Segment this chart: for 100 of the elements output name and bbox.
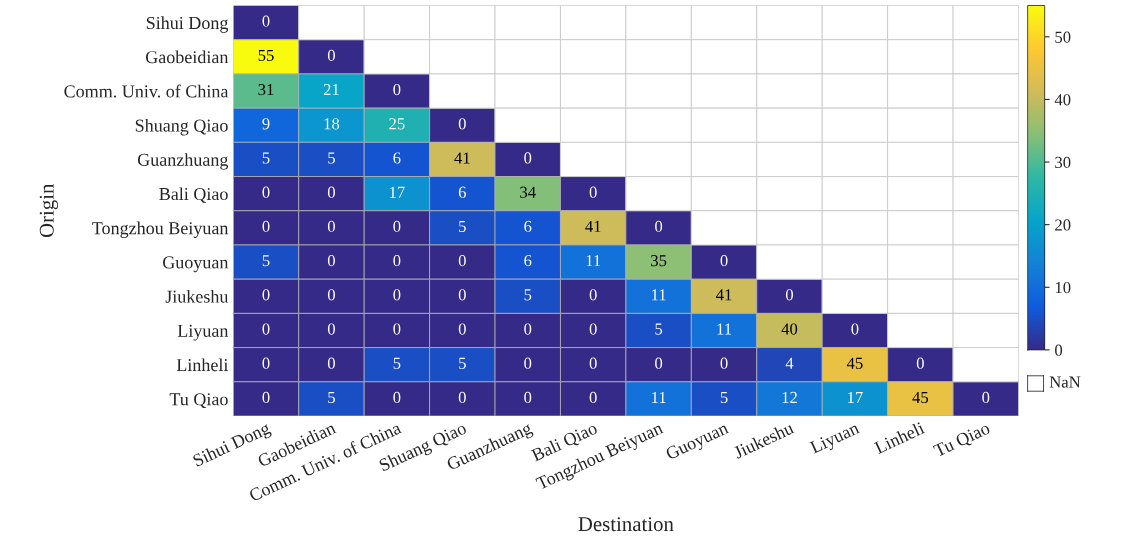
data-label: 0: [655, 357, 663, 369]
data-label: 11: [652, 391, 666, 403]
y-tick-label: Tu Qiao: [169, 393, 228, 409]
data-label: 18: [324, 118, 340, 130]
data-label: 0: [327, 186, 335, 198]
data-label: 5: [393, 357, 401, 369]
data-label: 0: [851, 323, 859, 335]
data-label: 4: [785, 357, 794, 369]
data-label: 0: [458, 391, 466, 404]
data-label: 0: [524, 391, 532, 404]
data-label: 0: [393, 289, 401, 301]
data-label: 5: [328, 152, 335, 164]
y-tick-label: Linheli: [176, 358, 229, 372]
data-label: 0: [262, 391, 270, 404]
data-label: 0: [262, 357, 270, 369]
data-label: 0: [327, 220, 335, 233]
data-label: 0: [655, 220, 663, 233]
data-label: 0: [524, 323, 532, 335]
data-label: 0: [393, 254, 401, 267]
y-tick-label: Guanzhuang: [137, 153, 229, 170]
data-label: 0: [262, 15, 270, 27]
data-label: 0: [458, 254, 466, 267]
data-label: 0: [589, 357, 597, 369]
data-label: 11: [652, 289, 666, 301]
data-label: 0: [262, 220, 270, 233]
data-label: 0: [393, 391, 401, 404]
data-label: 6: [524, 255, 532, 267]
color-bar-label: 10: [1055, 281, 1071, 294]
data-label: 17: [390, 186, 405, 198]
data-label: 0: [458, 323, 466, 335]
data-label: 55: [258, 49, 274, 61]
data-label: 0: [262, 323, 270, 335]
data-label: 0: [785, 289, 794, 301]
data-label: 12: [782, 391, 797, 403]
data-label: 11: [586, 255, 601, 267]
data-label: 0: [524, 152, 532, 164]
data-label: 0: [327, 289, 335, 301]
data-label: 0: [458, 289, 466, 301]
data-label: 0: [589, 289, 597, 301]
data-label: 5: [655, 323, 663, 335]
x-tick-label: Tu Qiao: [932, 421, 992, 460]
y-tick-label: Bali Qiao: [159, 187, 228, 203]
y-tick-label: Jiukeshu: [165, 290, 229, 303]
data-label: 0: [720, 254, 728, 267]
data-label: 0: [982, 391, 990, 404]
y-tick-label: Sihui Dong: [146, 16, 229, 33]
data-label: 35: [651, 255, 667, 267]
data-label: 5: [720, 391, 728, 404]
data-label: 6: [393, 152, 401, 164]
data-label: 21: [323, 84, 339, 96]
data-label: 0: [589, 186, 597, 198]
data-label: 0: [327, 49, 335, 61]
data-label: 0: [393, 220, 401, 233]
data-label: 6: [524, 220, 532, 233]
data-label: 34: [520, 186, 536, 198]
data-label: 41: [716, 289, 732, 301]
y-tick-label: Shuang Qiao: [135, 118, 228, 136]
data-label: 0: [589, 323, 597, 335]
color-bar-label: 0: [1055, 344, 1063, 356]
color-bar-label: 30: [1055, 156, 1071, 168]
data-label: 0: [262, 289, 270, 301]
data-label: 17: [848, 391, 863, 403]
data-label: 0: [327, 357, 335, 369]
data-label: 5: [524, 289, 532, 301]
y-tick-label: Comm. Univ. of China: [64, 84, 229, 98]
data-label: 11: [717, 323, 732, 335]
text: NaN: [1049, 376, 1081, 388]
y-axis-title: Origin: [39, 183, 59, 238]
data-label: 0: [720, 357, 728, 369]
data-label: 0: [458, 118, 466, 130]
data-label: 0: [589, 391, 597, 404]
data-label: 40: [781, 323, 798, 335]
data-label: 0: [916, 357, 924, 369]
data-label: 0: [262, 186, 270, 198]
data-label: 45: [846, 357, 863, 369]
y-tick-label: Liyuan: [177, 324, 229, 341]
color-bar-label: 40: [1054, 94, 1071, 106]
data-label: 5: [459, 357, 466, 369]
data-label: 6: [458, 186, 466, 198]
data-label: 9: [262, 118, 270, 130]
data-label: 0: [393, 83, 401, 96]
data-label: 25: [389, 118, 405, 130]
data-label: 31: [258, 84, 274, 96]
data-label: 41: [454, 152, 470, 164]
x-axis-title: Destination: [578, 517, 674, 532]
data-label: 5: [262, 255, 270, 267]
y-tick-label: Gaobeidian: [145, 50, 229, 64]
x-tick-label: Liyuan: [809, 421, 862, 458]
data-label: 0: [524, 357, 532, 369]
data-label: 0: [327, 254, 335, 267]
data-label: 0: [327, 323, 335, 335]
y-tick-label: Guoyuan: [162, 256, 229, 273]
color-bar-label: 20: [1055, 219, 1071, 231]
data-label: 0: [393, 323, 401, 335]
color-bar-label: 50: [1055, 31, 1071, 43]
y-tick-label: Tongzhou Beiyuan: [92, 221, 229, 239]
data-label: 5: [328, 391, 335, 404]
data-label: 5: [262, 152, 270, 164]
data-label: 5: [459, 220, 466, 233]
data-label: 41: [585, 220, 601, 232]
